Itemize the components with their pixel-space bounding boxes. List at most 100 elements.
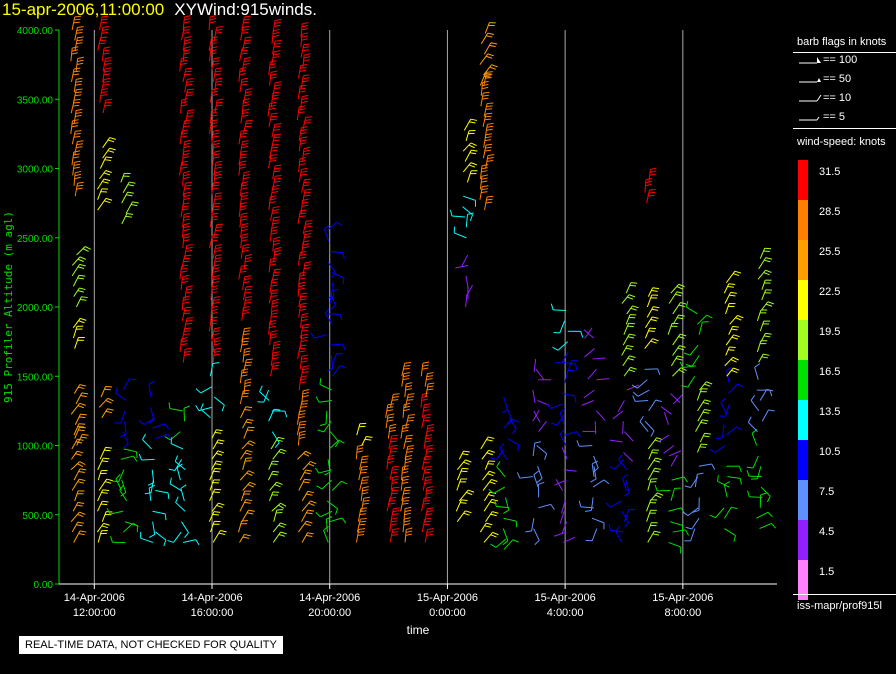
- wind-barb-flag: [184, 184, 192, 187]
- wind-barb-flag: [272, 91, 280, 94]
- wind-barb-flag: [550, 422, 558, 426]
- wind-barb-flag: [486, 439, 493, 442]
- wind-barb-flag: [331, 272, 336, 279]
- wind-barb-flag: [242, 337, 250, 340]
- wind-barb-flag: [164, 423, 169, 430]
- wind-barb-staff: [269, 72, 272, 86]
- wind-barb-staff: [462, 206, 473, 216]
- wind-barb-flag: [183, 52, 191, 55]
- wind-barb-flag: [677, 347, 685, 351]
- wind-barb-flag: [239, 166, 246, 169]
- wind-barb-staff: [124, 521, 138, 527]
- wind-barb-staff: [386, 498, 391, 512]
- y-tick-label: 1000.00: [17, 442, 54, 453]
- wind-barb-flag: [299, 423, 306, 426]
- wind-barb-staff: [458, 489, 469, 502]
- wind-barb-flag: [270, 333, 277, 336]
- wind-barb-flag: [319, 378, 322, 385]
- wind-barb-flag: [99, 42, 106, 45]
- wind-barb-staff: [242, 276, 246, 290]
- wind-barb-staff: [596, 378, 610, 381]
- wind-barb-flag: [424, 440, 432, 443]
- wind-barb-staff: [182, 48, 185, 62]
- wind-barb-flag: [405, 457, 412, 461]
- wind-barb-staff: [583, 329, 595, 339]
- wind-barb-staff: [320, 510, 333, 518]
- wind-barb-flag: [392, 489, 399, 492]
- wind-barb-staff: [242, 297, 247, 311]
- wind-barb-flag: [241, 228, 248, 232]
- wind-barb-staff: [756, 466, 762, 479]
- wind-barb-staff: [242, 349, 245, 363]
- wind-barb-flag: [391, 468, 399, 471]
- wind-barb-staff: [401, 363, 406, 377]
- wind-barb-staff: [330, 355, 334, 369]
- wind-barb-staff: [115, 478, 123, 491]
- wind-barb-flag: [403, 497, 410, 499]
- wind-barb-staff: [726, 426, 737, 436]
- wind-barb-staff: [422, 467, 426, 481]
- wind-barb-flag: [183, 125, 190, 128]
- wind-barb-staff: [273, 509, 278, 522]
- wind-barb-flag: [241, 146, 248, 149]
- wind-barb-flag: [486, 125, 494, 128]
- wind-barb-flag: [241, 80, 248, 83]
- wind-barb-flag: [186, 80, 193, 83]
- wind-barb-staff: [74, 413, 81, 425]
- wind-barb-flag: [272, 298, 279, 302]
- wind-barb-staff: [296, 422, 301, 436]
- wind-barb-flag: [74, 160, 81, 163]
- wind-barb-staff: [271, 342, 275, 356]
- wind-barb-staff: [555, 478, 563, 491]
- wind-barb-flag: [550, 504, 555, 510]
- wind-barb-flag: [424, 517, 432, 520]
- wind-barb-staff: [70, 48, 73, 62]
- wind-barb-staff: [621, 511, 629, 523]
- wind-barb-flag: [107, 139, 115, 143]
- wind-barb-staff: [115, 392, 127, 401]
- wind-barb-flag: [76, 39, 84, 42]
- wind-barb-flag: [73, 153, 80, 156]
- wind-barb-staff: [208, 16, 211, 31]
- wind-barb-flag: [679, 345, 686, 348]
- wind-barb-flag: [304, 261, 312, 264]
- wind-barb-flag: [405, 530, 413, 533]
- wind-barb-staff: [302, 221, 307, 235]
- wind-barb-staff: [682, 365, 696, 369]
- wind-barb-staff: [181, 120, 186, 134]
- wind-barb-flag: [210, 42, 217, 45]
- wind-barb-staff: [721, 424, 725, 438]
- wind-barb-flag: [304, 523, 311, 527]
- wind-barb-flag: [242, 108, 250, 111]
- wind-barb-flag: [72, 156, 80, 159]
- wind-barb-flag: [392, 510, 400, 513]
- wind-barb-flag: [215, 247, 222, 249]
- wind-barb-flag: [241, 197, 248, 201]
- wind-barb-flag: [182, 153, 190, 156]
- wind-barb-flag: [76, 32, 83, 34]
- wind-barb-staff: [239, 141, 243, 155]
- wind-barb-staff: [617, 400, 625, 413]
- wind-barb-flag: [209, 20, 216, 24]
- wind-barb-staff: [298, 478, 305, 491]
- wind-barb-staff: [70, 120, 73, 134]
- wind-barb-staff: [184, 287, 188, 301]
- wind-barb-flag: [181, 104, 188, 107]
- wind-barb-staff: [155, 433, 168, 440]
- wind-barb-flag: [241, 77, 249, 80]
- quality-notice: REAL-TIME DATA, NOT CHECKED FOR QUALITY: [19, 636, 283, 654]
- wind-barb-flag: [491, 479, 498, 482]
- wind-barb-flag: [490, 457, 497, 461]
- wind-barb-staff: [318, 399, 332, 403]
- wind-barb-flag: [424, 403, 431, 406]
- wind-barb-flag: [304, 178, 311, 181]
- wind-barb-flag: [241, 236, 248, 239]
- wind-barb-flag: [490, 42, 498, 45]
- wind-barb-flag: [342, 252, 345, 259]
- wind-barb-flag: [404, 362, 411, 364]
- wind-barb-flag: [213, 142, 220, 146]
- speed-color-swatch: [798, 200, 808, 240]
- wind-barb-flag: [482, 97, 489, 100]
- wind-barb-staff: [73, 384, 81, 394]
- barb-legend-title: barb flags in knots: [797, 36, 887, 48]
